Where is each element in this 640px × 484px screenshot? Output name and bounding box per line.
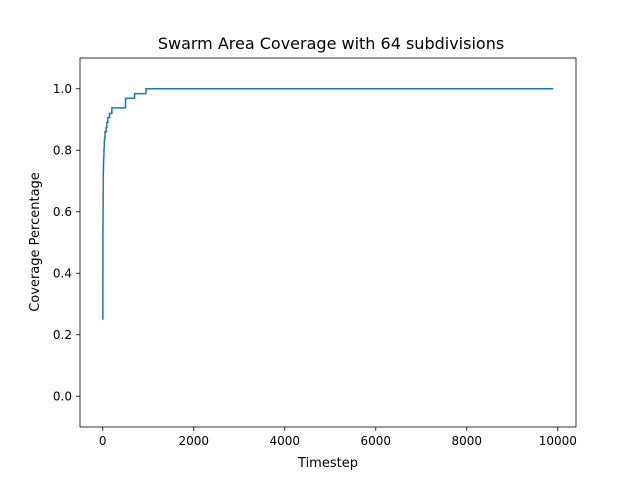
y-tick-label: 0.2 <box>53 328 72 342</box>
axes-frame <box>79 57 577 428</box>
x-tick-label: 0 <box>99 434 107 448</box>
coverage-series-line <box>102 88 554 321</box>
x-tick-label: 10000 <box>539 434 577 448</box>
x-axis-label: Timestep <box>297 456 358 471</box>
y-tick-label: 0.6 <box>53 205 72 219</box>
y-tick-label: 0.0 <box>53 389 72 403</box>
y-tick-label: 0.8 <box>53 143 72 157</box>
x-tick-label: 2000 <box>178 434 209 448</box>
y-tick-label: 1.0 <box>53 82 72 96</box>
x-tick-label: 8000 <box>452 434 483 448</box>
x-tick-label: 6000 <box>361 434 392 448</box>
chart-title: Swarm Area Coverage with 64 subdivisions <box>158 34 504 53</box>
y-axis-label: Coverage Percentage <box>28 172 43 312</box>
x-axis: 0 2000 4000 6000 8000 10000 <box>99 427 577 448</box>
plot-area <box>102 88 554 321</box>
y-tick-label: 0.4 <box>53 266 72 280</box>
y-axis: 0.0 0.2 0.4 0.6 0.8 1.0 <box>53 82 80 403</box>
x-tick-label: 4000 <box>269 434 300 448</box>
